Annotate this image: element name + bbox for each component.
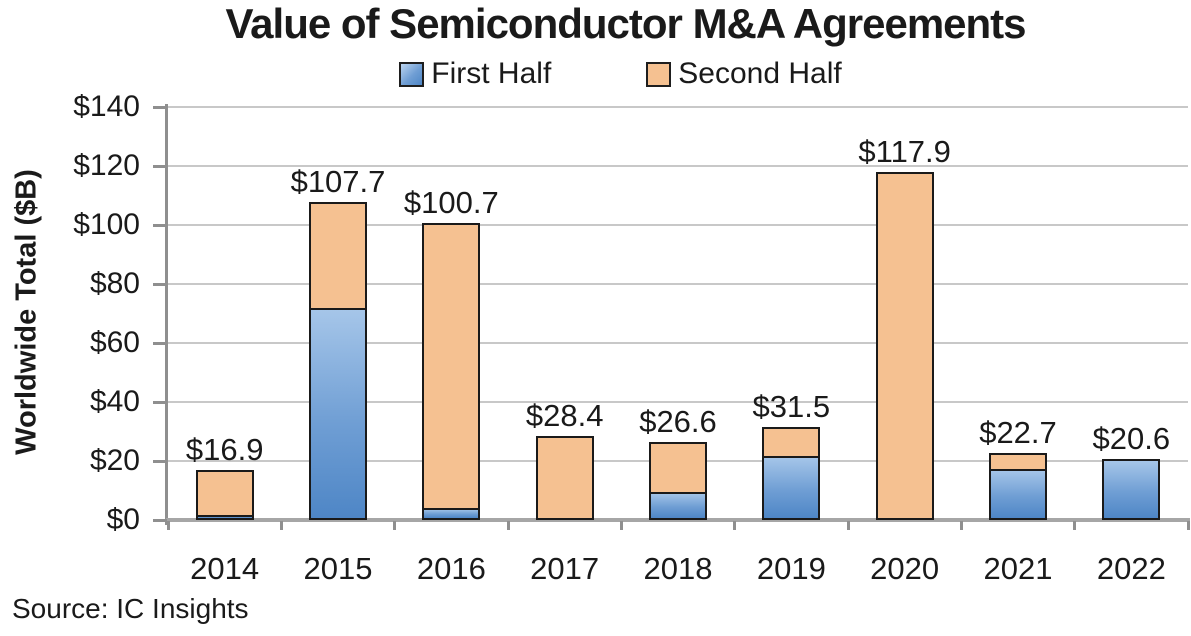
x-tick-label-2015: 2015: [303, 551, 373, 586]
legend-item-second-half: Second Half: [646, 57, 842, 91]
first-half-swatch-icon: [399, 61, 425, 87]
y-axis-tick: [153, 105, 167, 109]
plot-area: $16.9 $107.7 $100.7 $28.4 $26.6 $31.5 $117.9 $2…: [168, 106, 1188, 520]
y-tick-label: $100: [73, 208, 140, 241]
x-axis-tick: [166, 521, 170, 530]
x-tick-label-2021: 2021: [983, 551, 1053, 586]
x-tick-label-2018: 2018: [643, 551, 713, 586]
bar-total-label-2018: $26.6: [639, 403, 717, 439]
bar-total-label-2016: $100.7: [403, 184, 499, 220]
x-axis-tick: [1073, 521, 1077, 530]
gridline: [168, 342, 1188, 344]
x-tick-label-2014: 2014: [190, 551, 260, 586]
bar-total-label-2017: $28.4: [525, 398, 604, 434]
legend-label-second-half: Second Half: [678, 57, 842, 90]
y-axis-tick: [153, 400, 167, 404]
y-tick-label: $0: [106, 503, 140, 536]
bar-second-half-2021: [989, 453, 1047, 471]
x-tick-label-2022: 2022: [1096, 551, 1166, 586]
bar-second-half-2015: [309, 202, 367, 310]
x-tick-label-2016: 2016: [416, 551, 486, 586]
x-axis-tick: [733, 521, 737, 530]
y-axis-tick: [153, 459, 167, 463]
x-axis-tick: [279, 521, 283, 530]
gridline: [168, 165, 1188, 167]
x-axis-line: [166, 518, 1190, 522]
bar-second-half-2014: [195, 470, 254, 517]
bar-total-label-2021: $22.7: [979, 415, 1057, 451]
bar-second-half-2019: [762, 427, 821, 458]
bar-total-label-2022: $20.6: [1092, 421, 1171, 457]
x-axis-tick: [393, 521, 397, 530]
x-axis-tick: [506, 521, 510, 530]
bar-second-half-2020: [875, 172, 934, 520]
chart-title: Value of Semiconductor M&A Agreements: [225, 0, 1026, 47]
y-axis-tick: [153, 282, 167, 286]
x-tick-label-2020: 2020: [870, 551, 940, 586]
y-tick-label: $40: [89, 385, 140, 418]
gridline: [168, 106, 1188, 108]
bar-total-label-2014: $16.9: [185, 432, 264, 468]
y-axis-tick: [153, 164, 167, 168]
x-axis-tick: [1186, 521, 1190, 530]
bar-total-label-2015: $107.7: [290, 164, 386, 200]
y-tick-label: $60: [89, 326, 140, 359]
x-tick-label-2017: 2017: [530, 551, 600, 586]
x-axis-tick: [619, 521, 623, 530]
gridline: [168, 283, 1188, 285]
bar-first-half-2022: [1102, 459, 1161, 520]
bar-total-label-2019: $31.5: [752, 389, 831, 425]
y-axis-line: [165, 104, 168, 525]
second-half-swatch-icon: [646, 61, 672, 87]
legend-item-first-half: First Half: [399, 57, 551, 91]
source-note: Source: IC Insights: [12, 593, 249, 624]
legend-label-first-half: First Half: [431, 57, 552, 90]
x-axis-tick: [959, 521, 963, 530]
bar-first-half-2019: [762, 455, 821, 520]
y-tick-label: $20: [89, 444, 140, 477]
x-axis-tick: [846, 521, 850, 530]
y-axis-tick: [153, 341, 167, 345]
y-tick-label: $140: [73, 90, 140, 123]
bar-total-label-2020: $117.9: [858, 134, 951, 170]
gridline: [168, 224, 1188, 226]
gridline: [168, 401, 1188, 403]
bar-second-half-2018: [649, 441, 707, 494]
bar-first-half-2015: [309, 307, 367, 520]
bar-first-half-2021: [989, 468, 1047, 520]
y-tick-label: $80: [89, 267, 140, 300]
bar-first-half-2018: [649, 491, 707, 520]
legend: First Half Second Half: [50, 57, 1191, 91]
y-axis-tick: [153, 223, 167, 227]
bar-second-half-2016: [422, 222, 481, 510]
x-tick-label-2019: 2019: [756, 551, 826, 586]
y-tick-label: $120: [73, 149, 140, 182]
y-axis-tick: [153, 518, 167, 522]
bar-second-half-2017: [535, 436, 594, 520]
